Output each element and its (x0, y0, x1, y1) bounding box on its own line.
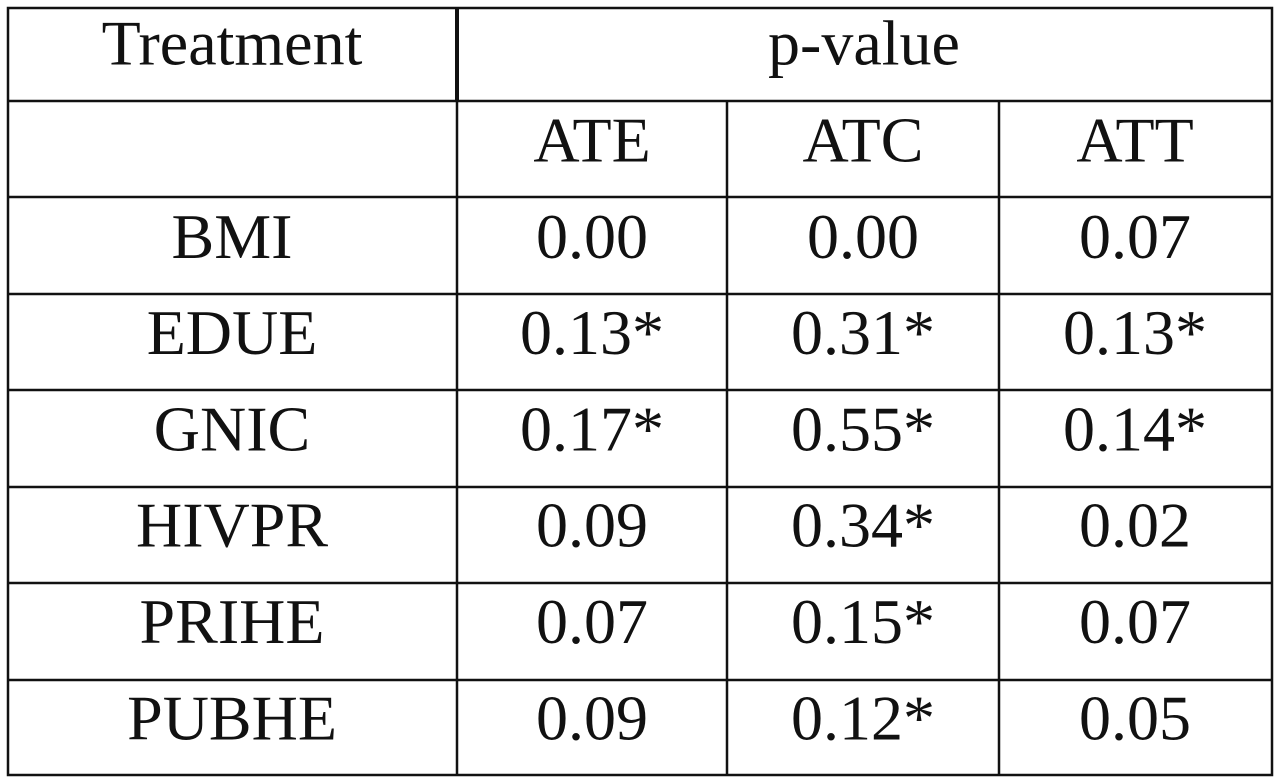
subheader-cell: ATC (803, 105, 924, 176)
table-cell: 0.13* (1063, 297, 1207, 368)
row-label: GNIC (154, 393, 310, 464)
table-cell: 0.00 (807, 201, 919, 272)
header-cell: Treatment (102, 8, 363, 79)
row-label: HIVPR (136, 490, 328, 561)
table-cell: 0.13* (520, 297, 664, 368)
table-cell: 0.31* (791, 297, 935, 368)
row-label: PUBHE (127, 682, 337, 753)
row-label: PRIHE (140, 586, 325, 657)
table-cell: 0.09 (536, 682, 648, 753)
header-cell: p-value (768, 8, 960, 79)
table-cell: 0.07 (1079, 201, 1191, 272)
subheader-cell: ATE (533, 105, 650, 176)
table-cell: 0.07 (1079, 586, 1191, 657)
table-cell: 0.05 (1079, 682, 1191, 753)
table-cell: 0.12* (791, 682, 935, 753)
table-cell: 0.09 (536, 490, 648, 561)
table-cell: 0.17* (520, 393, 664, 464)
table-cell: 0.00 (536, 201, 648, 272)
subheader-cell: ATT (1076, 105, 1193, 176)
table-cell: 0.07 (536, 586, 648, 657)
table-border (6, 6, 1274, 777)
row-label: BMI (172, 201, 293, 272)
table-cell: 0.14* (1063, 393, 1207, 464)
table-cell: 0.34* (791, 490, 935, 561)
table-cell: 0.15* (791, 586, 935, 657)
table-cell: 0.55* (791, 393, 935, 464)
table-cell: 0.02 (1079, 490, 1191, 561)
row-label: EDUE (147, 297, 318, 368)
